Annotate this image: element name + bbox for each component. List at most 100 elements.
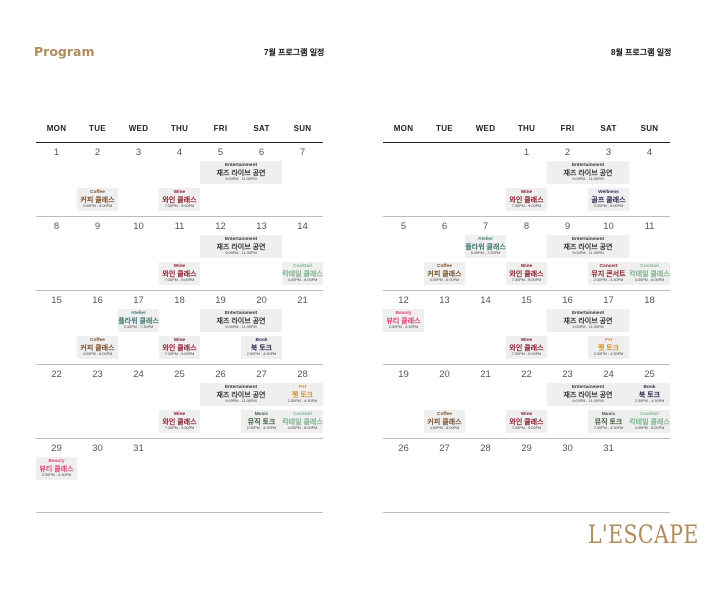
- day-number: 23: [92, 369, 103, 380]
- day-number: 18: [174, 295, 185, 306]
- event-title: 재즈 라이브 공연: [216, 169, 266, 177]
- weekday-header: MON TUE WED THU FRI SAT SUN: [383, 124, 670, 136]
- event-time: 4:00PM - 6:00PM: [82, 203, 113, 208]
- day-number: 13: [439, 295, 450, 306]
- event-category: Concert: [599, 264, 618, 269]
- event-title: 재즈 라이브 공연: [216, 391, 266, 399]
- event-time: 4:30PM - 6:00PM: [287, 425, 318, 430]
- event-cell[interactable]: Entertainment 재즈 라이브 공연 9:00PM - 11:30PM: [547, 235, 629, 258]
- week-row: 15 16 17 18 19 20 21 Atelier 플라워 클래스 5:30PM - 7:3…: [36, 291, 323, 365]
- event-title: 와인 클래스: [509, 196, 544, 204]
- event-cell[interactable]: Wellness 골프 클래스 2:30PM - 5:00PM: [588, 188, 629, 211]
- day-number: 26: [215, 369, 226, 380]
- event-time: 2:30PM - 4:30PM: [634, 398, 665, 403]
- event-time: 7:30PM - 9:00PM: [511, 351, 542, 356]
- day-number: 4: [176, 147, 183, 158]
- event-cell[interactable]: Cocktail 칵테일 클래스 4:30PM - 6:00PM: [282, 410, 323, 433]
- event-cell[interactable]: Entertainment 재즈 라이브 공연 9:00PM - 11:30PM: [547, 383, 629, 406]
- day-number: 2: [94, 147, 101, 158]
- event-cell[interactable]: Coffee 커피 클래스 4:00PM - 6:00PM: [77, 188, 118, 211]
- weekday-label: SAT: [600, 124, 617, 133]
- event-cell[interactable]: Wine 와인 클래스 7:30PM - 9:00PM: [506, 336, 547, 359]
- event-cell[interactable]: Music 뮤직 토크 2:30PM - 4:30PM: [588, 410, 629, 433]
- day-number: 17: [133, 295, 144, 306]
- event-title: 골프 클래스: [591, 196, 626, 204]
- day-number: 16: [562, 295, 573, 306]
- event-cell[interactable]: Concert 뮤지 콘서트 2:30PM - 4:30PM: [588, 262, 629, 285]
- event-cell[interactable]: Entertainment 재즈 라이브 공연 9:00PM - 11:30PM: [200, 161, 282, 184]
- event-title: 뮤직 토크: [594, 418, 623, 426]
- event-cell[interactable]: Cocktail 칵테일 클래스 4:30PM - 6:00PM: [629, 262, 670, 285]
- weekday-label: TUE: [436, 124, 453, 133]
- event-cell[interactable]: Wine 와인 클래스 7:30PM - 9:00PM: [506, 188, 547, 211]
- event-cell[interactable]: Cocktail 칵테일 클래스 4:30PM - 6:00PM: [282, 262, 323, 285]
- event-category: Atelier: [478, 237, 493, 242]
- event-cell[interactable]: Beauty 뷰티 클래스 2:30PM - 4:30PM: [36, 457, 77, 480]
- event-cell[interactable]: Wine 와인 클래스 7:30PM - 9:00PM: [159, 336, 200, 359]
- event-cell[interactable]: Cocktail 칵테일 클래스 4:30PM - 6:00PM: [629, 410, 670, 433]
- event-time: 7:30PM - 9:00PM: [164, 351, 195, 356]
- event-cell[interactable]: Entertainment 재즈 라이브 공연 9:00PM - 11:30PM: [200, 235, 282, 258]
- event-category: Wine: [520, 412, 533, 417]
- event-category: Beauty: [395, 311, 412, 316]
- event-cell[interactable]: Wine 와인 클래스 7:30PM - 9:00PM: [159, 188, 200, 211]
- event-title: 플라워 클래스: [465, 243, 506, 251]
- event-category: Music: [601, 412, 616, 417]
- event-time: 7:30PM - 9:00PM: [164, 425, 195, 430]
- event-cell[interactable]: Atelier 플라워 클래스 5:30PM - 7:30PM: [118, 309, 159, 332]
- week-row: 26 27 28 29 30 31: [383, 439, 670, 513]
- day-number: 1: [53, 147, 60, 158]
- event-title: 와인 클래스: [162, 270, 197, 278]
- event-cell[interactable]: Pet 펫 토크 2:30PM - 4:30PM: [282, 383, 323, 406]
- july-schedule-title: 7월 프로그램 일정: [264, 48, 325, 57]
- day-number: 18: [644, 295, 655, 306]
- event-cell[interactable]: Beauty 뷰티 클래스 2:30PM - 4:30PM: [383, 309, 424, 332]
- event-cell[interactable]: Wine 와인 클래스 7:30PM - 9:00PM: [159, 262, 200, 285]
- day-number: 31: [603, 443, 614, 454]
- event-title: 뮤직 토크: [247, 418, 276, 426]
- event-cell[interactable]: Wine 와인 클래스 7:30PM - 9:00PM: [506, 410, 547, 433]
- week-row: 12 13 14 15 16 17 18 Beauty 뷰티 클래스 2:30PM - 4:30P…: [383, 291, 670, 365]
- event-cell[interactable]: Music 뮤직 토크 2:30PM - 4:30PM: [241, 410, 282, 433]
- event-cell[interactable]: Entertainment 재즈 라이브 공연 9:00PM - 11:30PM: [547, 309, 629, 332]
- day-number: 9: [564, 221, 571, 232]
- day-number: 13: [256, 221, 267, 232]
- weekday-label: MON: [393, 124, 414, 133]
- day-number: 20: [439, 369, 450, 380]
- event-time: 7:30PM - 9:00PM: [511, 425, 542, 430]
- event-category: Cocktail: [293, 264, 312, 269]
- event-cell[interactable]: Wine 와인 클래스 7:30PM - 9:00PM: [506, 262, 547, 285]
- event-title: 재즈 라이브 공연: [563, 169, 613, 177]
- event-time: 2:30PM - 4:30PM: [287, 398, 318, 403]
- event-cell[interactable]: Book 북 토크 2:30PM - 4:30PM: [241, 336, 282, 359]
- event-time: 4:00PM - 6:00PM: [82, 351, 113, 356]
- event-cell[interactable]: Atelier 플라워 클래스 5:30PM - 7:30PM: [465, 235, 506, 258]
- event-cell[interactable]: Entertainment 재즈 라이브 공연 9:00PM - 11:30PM: [200, 383, 282, 406]
- day-number: 26: [398, 443, 409, 454]
- day-number: 28: [297, 369, 308, 380]
- event-cell[interactable]: Book 북 토크 2:30PM - 4:30PM: [629, 383, 670, 406]
- event-category: Entertainment: [571, 385, 605, 390]
- event-cell[interactable]: Coffee 커피 클래스 4:00PM - 6:00PM: [424, 410, 465, 433]
- event-cell[interactable]: Coffee 커피 클래스 4:00PM - 6:00PM: [424, 262, 465, 285]
- event-cell[interactable]: Entertainment 재즈 라이브 공연 9:00PM - 11:30PM: [200, 309, 282, 332]
- event-cell[interactable]: Pet 펫 토크 2:30PM - 4:30PM: [588, 336, 629, 359]
- event-time: 2:30PM - 4:30PM: [593, 351, 624, 356]
- event-time: 4:00PM - 6:00PM: [429, 425, 460, 430]
- day-number: 24: [133, 369, 144, 380]
- event-time: 9:00PM - 11:30PM: [572, 176, 604, 181]
- event-cell[interactable]: Entertainment 재즈 라이브 공연 9:00PM - 11:30PM: [547, 161, 629, 184]
- day-number: 29: [51, 443, 62, 454]
- day-number: 5: [400, 221, 407, 232]
- event-title: 칵테일 클래스: [282, 418, 323, 426]
- event-time: 2:30PM - 5:00PM: [593, 203, 624, 208]
- event-title: 뷰티 클래스: [39, 465, 74, 473]
- event-cell[interactable]: Wine 와인 클래스 7:30PM - 9:00PM: [159, 410, 200, 433]
- day-number: 9: [94, 221, 101, 232]
- event-category: Pet: [604, 338, 613, 343]
- event-category: Book: [255, 338, 268, 343]
- event-category: Coffee: [90, 338, 105, 343]
- event-title: 재즈 라이브 공연: [216, 243, 266, 251]
- day-number: 22: [521, 369, 532, 380]
- event-cell[interactable]: Coffee 커피 클래스 4:00PM - 6:00PM: [77, 336, 118, 359]
